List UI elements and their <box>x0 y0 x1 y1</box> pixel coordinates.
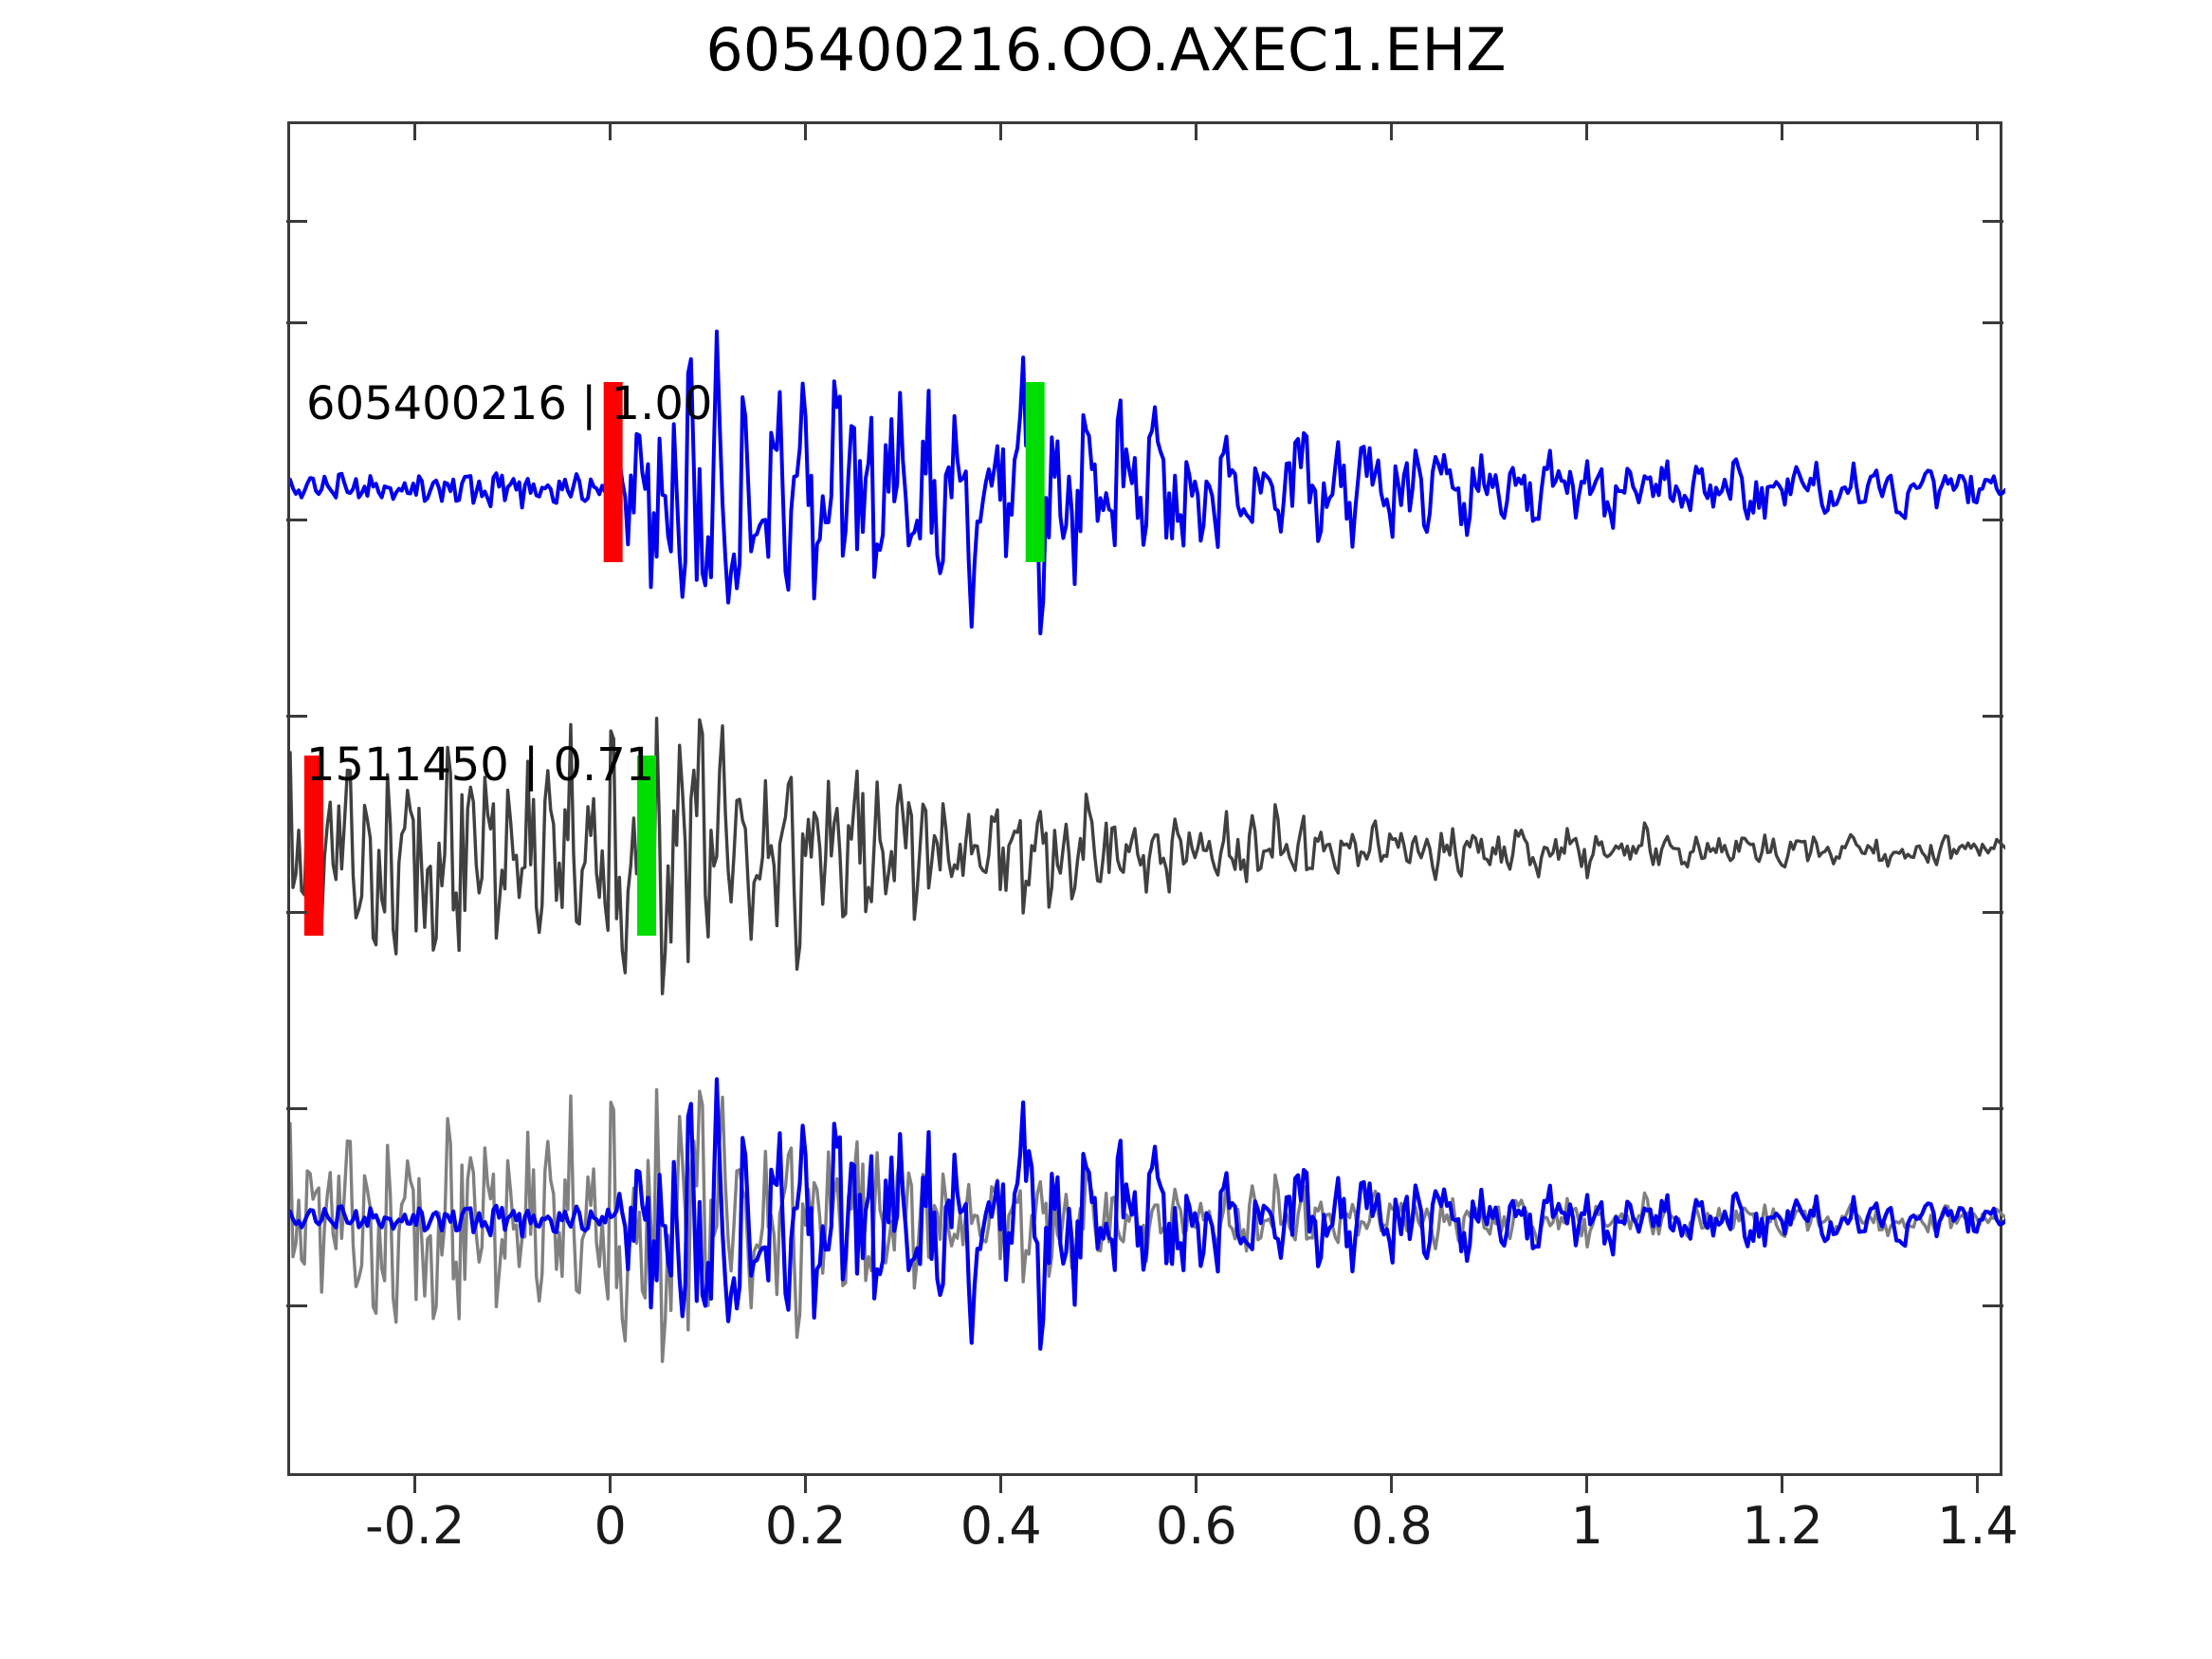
y-tick-right <box>1983 220 2003 224</box>
y-tick <box>286 1107 307 1111</box>
p-pick-marker <box>303 756 323 936</box>
y-tick <box>286 714 307 718</box>
x-tick <box>1781 1474 1784 1493</box>
x-tick-label: 0.2 <box>764 1496 847 1556</box>
y-tick <box>286 220 307 224</box>
trace-label-605400216: 605400216 | 1.00 <box>306 377 713 430</box>
y-tick <box>286 1304 307 1307</box>
trace-label-1511450: 1511450 | 0.71 <box>306 738 655 792</box>
s-pick-marker <box>637 756 657 936</box>
x-tick-top <box>1781 121 1784 140</box>
x-tick-label: 0.4 <box>960 1496 1042 1556</box>
y-tick-right <box>1983 1107 2003 1111</box>
x-tick <box>1585 1474 1589 1493</box>
phase-pick-markers <box>303 382 1045 936</box>
y-tick-right <box>1983 911 2003 915</box>
x-tick-top <box>609 121 612 140</box>
x-tick-top <box>413 121 417 140</box>
x-tick-label: 0.6 <box>1155 1496 1237 1556</box>
x-tick-label: 0.8 <box>1350 1496 1433 1556</box>
x-tick-label: 1.2 <box>1741 1496 1823 1556</box>
x-tick-label: 0 <box>594 1496 627 1556</box>
x-tick <box>413 1474 417 1493</box>
x-tick-top <box>1390 121 1394 140</box>
x-tick <box>1976 1474 1980 1493</box>
x-tick-top <box>999 121 1003 140</box>
y-tick <box>286 911 307 915</box>
x-tick <box>609 1474 612 1493</box>
y-tick-right <box>1983 1304 2003 1307</box>
page-title: 605400216.OO.AXEC1.EHZ <box>705 15 1507 84</box>
x-tick-top <box>804 121 808 140</box>
x-tick <box>1390 1474 1394 1493</box>
waveform-plot <box>290 329 2005 1363</box>
y-tick <box>286 518 307 521</box>
y-tick-right <box>1983 714 2003 718</box>
y-tick <box>286 321 307 325</box>
trace-1511450-path <box>290 716 2005 995</box>
x-tick-label: -0.2 <box>364 1496 466 1556</box>
y-tick-right <box>1983 321 2003 325</box>
plot-axes <box>287 121 2005 1476</box>
x-tick <box>1195 1474 1198 1493</box>
x-tick <box>999 1474 1003 1493</box>
x-tick-label: 1.4 <box>1936 1496 2019 1556</box>
x-tick-label: 1 <box>1570 1496 1604 1556</box>
x-tick <box>804 1474 808 1493</box>
x-tick-top <box>1585 121 1589 140</box>
x-tick-top <box>1976 121 1980 140</box>
p-pick-marker <box>603 382 623 562</box>
x-tick-top <box>1195 121 1198 140</box>
overlay-trace-605400216-path <box>290 1077 2005 1351</box>
s-pick-marker <box>1025 382 1045 562</box>
y-tick-right <box>1983 518 2003 521</box>
trace-605400216-path <box>290 329 2005 636</box>
